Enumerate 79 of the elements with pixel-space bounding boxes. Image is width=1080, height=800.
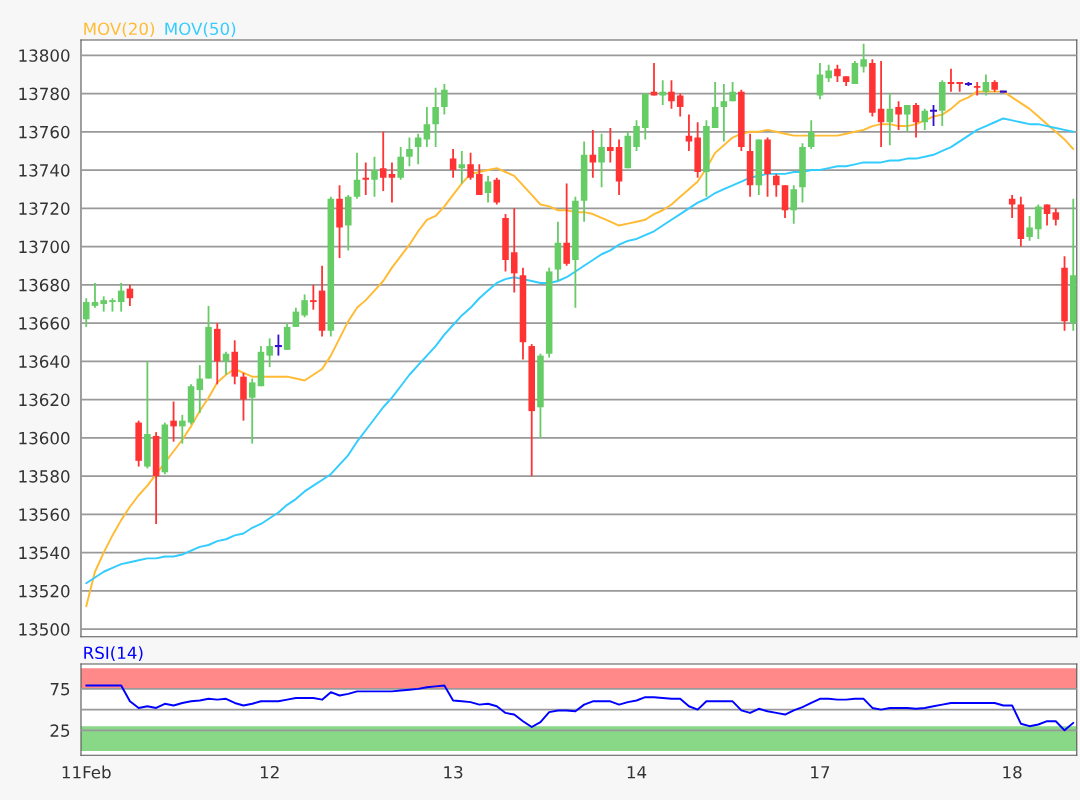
y-tick-label: 13620 bbox=[19, 393, 70, 407]
y-tick-label: 13700 bbox=[19, 240, 70, 254]
candlestick bbox=[353, 151, 361, 200]
candlestick bbox=[406, 136, 413, 168]
y-tick-label: 13660 bbox=[19, 317, 70, 330]
candlestick bbox=[310, 283, 317, 311]
candlestick bbox=[510, 207, 518, 294]
candlestick bbox=[904, 104, 911, 133]
candlestick bbox=[248, 377, 256, 445]
series-label: RSI(14) bbox=[84, 646, 143, 662]
x-tick-label: 13 bbox=[444, 765, 463, 779]
x-tick-label: 14 bbox=[627, 766, 647, 779]
y-tick-label: 13520 bbox=[19, 584, 70, 598]
candlestick bbox=[676, 92, 684, 118]
candlestick bbox=[283, 322, 291, 351]
candlestick bbox=[493, 176, 501, 206]
candlestick bbox=[860, 42, 867, 74]
candlestick bbox=[441, 83, 448, 116]
candlestick bbox=[816, 62, 824, 101]
candlestick bbox=[773, 172, 780, 198]
candlestick bbox=[947, 67, 955, 93]
candlestick bbox=[170, 400, 177, 443]
candlestick bbox=[633, 119, 640, 152]
candlestick bbox=[790, 184, 798, 225]
text: MOV(50) bbox=[165, 22, 236, 38]
y-tick-label: 13720 bbox=[19, 202, 70, 215]
candlestick bbox=[388, 161, 396, 204]
x-tick-label: 18 bbox=[1003, 765, 1022, 779]
candlestick bbox=[371, 155, 378, 198]
y-tick-label: 13780 bbox=[19, 87, 70, 101]
y-tick-label: 75 bbox=[50, 683, 70, 696]
candlestick bbox=[362, 161, 370, 196]
text: MOV(20) bbox=[84, 22, 155, 38]
y-tick-label: 13540 bbox=[19, 546, 70, 560]
candlestick bbox=[982, 73, 990, 97]
candlestick bbox=[711, 81, 719, 129]
candlestick bbox=[1026, 215, 1033, 242]
candlestick bbox=[82, 297, 90, 328]
candlestick bbox=[973, 81, 981, 97]
candlestick bbox=[273, 333, 283, 357]
y-tick-label: 13740 bbox=[19, 164, 70, 177]
candlestick bbox=[598, 132, 605, 189]
candlestick bbox=[397, 146, 404, 181]
candlestick bbox=[807, 119, 815, 150]
candlestick bbox=[379, 130, 387, 193]
candlestick bbox=[266, 337, 273, 368]
candlestick bbox=[432, 86, 439, 149]
candlestick bbox=[301, 293, 308, 319]
y-tick-label: 13760 bbox=[19, 125, 70, 139]
y-tick-label: 13600 bbox=[19, 431, 70, 445]
candlestick bbox=[720, 83, 728, 143]
x-tick-label: 17 bbox=[811, 766, 830, 779]
x-tick-label: 11Feb bbox=[62, 765, 111, 779]
y-tick-label: 13560 bbox=[19, 508, 70, 521]
candlestick bbox=[668, 79, 675, 110]
candlestick bbox=[240, 371, 247, 422]
candlestick bbox=[912, 102, 920, 139]
candlestick bbox=[1035, 203, 1042, 240]
candlestick bbox=[91, 282, 99, 309]
y-tick-label: 25 bbox=[50, 724, 70, 737]
y-tick-label: 13500 bbox=[19, 623, 70, 636]
candlestick bbox=[476, 163, 483, 196]
candlestick bbox=[458, 150, 466, 185]
candlestick bbox=[563, 182, 570, 267]
x-tick-label: 12 bbox=[260, 765, 279, 779]
candlestick bbox=[895, 100, 902, 131]
y-tick-label: 13800 bbox=[19, 49, 70, 62]
line-series bbox=[85, 684, 1075, 732]
y-tick-label: 13680 bbox=[19, 278, 70, 292]
candlestick bbox=[607, 127, 614, 164]
candlestick bbox=[851, 60, 859, 85]
candlestick bbox=[1008, 194, 1016, 219]
candlestick bbox=[956, 81, 963, 93]
y-tick-label: 13580 bbox=[19, 470, 70, 483]
candlestick bbox=[423, 106, 431, 149]
candlestick bbox=[292, 306, 300, 328]
candlestick bbox=[179, 414, 186, 445]
candlestick bbox=[467, 151, 474, 181]
y-tick-label: 13640 bbox=[19, 355, 70, 368]
